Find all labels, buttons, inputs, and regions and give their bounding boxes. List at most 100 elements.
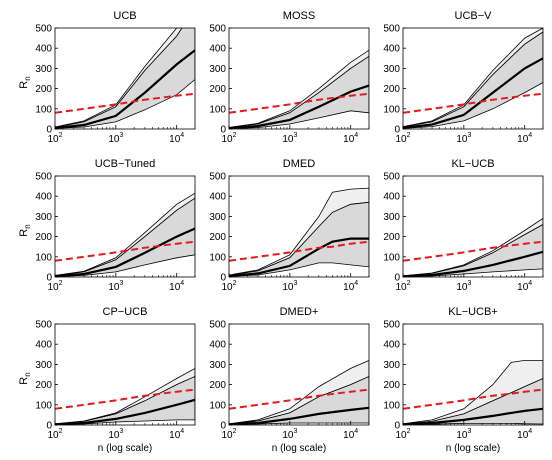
y-tick-label: 300 <box>383 212 400 223</box>
y-tick-label: 200 <box>35 84 52 95</box>
lower-bound-line <box>403 240 543 262</box>
y-tick-label: 200 <box>35 380 52 391</box>
y-tick-label: 100 <box>209 400 226 411</box>
lower-bound-line <box>55 388 195 410</box>
y-tick-label: 300 <box>35 212 52 223</box>
axes-frame <box>402 323 544 426</box>
y-tick-label: 400 <box>383 44 400 55</box>
y-tick-label: 100 <box>383 400 400 411</box>
lower-bound-line <box>229 388 369 410</box>
y-tick-label: 100 <box>35 252 52 263</box>
plot-area <box>229 49 369 129</box>
x-tick-label: 103 <box>108 132 123 145</box>
y-tick-label: 300 <box>209 360 226 371</box>
panel-title: CP−UCB <box>103 306 148 318</box>
y-tick-label: 200 <box>209 84 226 95</box>
plot-area <box>403 360 543 425</box>
y-tick-label: 100 <box>209 104 226 115</box>
x-tick-label: 104 <box>343 428 358 441</box>
axes-frame <box>54 323 196 426</box>
x-axis-label: n (log scale) <box>272 443 326 454</box>
lower-bound-line <box>403 92 543 114</box>
y-tick-label: 200 <box>383 232 400 243</box>
y-tick-label: 0 <box>46 421 52 432</box>
y-tick-label: 400 <box>35 44 52 55</box>
y-tick-label: 400 <box>35 192 52 203</box>
x-tick-label: 103 <box>456 428 471 441</box>
y-tick-label: 200 <box>209 232 226 243</box>
x-tick-label: 104 <box>169 280 184 293</box>
y-tick-label: 400 <box>209 44 226 55</box>
y-tick-label: 500 <box>35 172 52 183</box>
y-tick-label: 200 <box>383 380 400 391</box>
x-tick-label: 103 <box>456 280 471 293</box>
y-tick-label: 300 <box>209 64 226 75</box>
lower-bound-line <box>403 388 543 410</box>
y-tick-label: 500 <box>35 24 52 35</box>
x-tick-label: 103 <box>282 280 297 293</box>
quantile-band <box>229 201 369 277</box>
y-tick-label: 100 <box>209 252 226 263</box>
panel-title: KL−UCB+ <box>448 306 498 318</box>
y-tick-label: 500 <box>209 24 226 35</box>
y-axis-label: Rn <box>18 224 32 236</box>
y-tick-label: 0 <box>394 273 400 284</box>
y-tick-label: 500 <box>383 172 400 183</box>
y-tick-label: 300 <box>35 360 52 371</box>
axes-frame <box>54 175 196 278</box>
y-tick-label: 100 <box>35 104 52 115</box>
y-tick-label: 200 <box>209 380 226 391</box>
panel-0: UCB 0 100 200 300 400 500 102 103 104 Rn <box>18 10 196 145</box>
x-tick-label: 104 <box>517 280 532 293</box>
y-tick-label: 300 <box>383 360 400 371</box>
y-tick-label: 0 <box>220 273 226 284</box>
x-tick-label: 102 <box>395 132 410 145</box>
mean-regret-line <box>55 49 195 129</box>
x-tick-label: 102 <box>221 428 236 441</box>
y-tick-label: 500 <box>383 320 400 331</box>
x-tick-label: 102 <box>395 280 410 293</box>
y-tick-label: 200 <box>383 84 400 95</box>
x-tick-label: 102 <box>395 428 410 441</box>
x-tick-label: 102 <box>47 428 62 441</box>
y-tick-label: 100 <box>383 104 400 115</box>
y-tick-label: 400 <box>383 192 400 203</box>
plot-area <box>55 192 195 277</box>
y-tick-label: 500 <box>209 320 226 331</box>
y-tick-label: 0 <box>394 421 400 432</box>
x-tick-label: 103 <box>108 428 123 441</box>
panel-title: DMED+ <box>280 306 319 318</box>
axes-frame <box>402 27 544 130</box>
y-axis-label: Rn <box>18 372 32 384</box>
y-tick-label: 0 <box>46 125 52 136</box>
axes-frame <box>402 175 544 278</box>
y-tick-label: 400 <box>383 340 400 351</box>
mean-regret-line <box>403 250 543 277</box>
panel-title: UCB−V <box>455 10 493 22</box>
panel-title: MOSS <box>283 10 315 22</box>
y-tick-label: 0 <box>220 125 226 136</box>
plot-area <box>229 359 369 425</box>
y-tick-label: 200 <box>35 232 52 243</box>
x-tick-label: 104 <box>343 132 358 145</box>
plot-area <box>403 28 543 129</box>
x-axis-label: n (log scale) <box>98 443 152 454</box>
panel-title: UCB−Tuned <box>95 158 155 170</box>
x-tick-label: 103 <box>282 132 297 145</box>
plot-area <box>403 217 543 277</box>
mean-regret-line <box>403 57 543 129</box>
axes-frame <box>54 27 196 130</box>
y-tick-label: 400 <box>209 340 226 351</box>
panel-3: UCB−Tuned 0 100 200 300 400 500 102 103 104 Rn <box>18 158 196 293</box>
x-tick-label: 104 <box>169 132 184 145</box>
lower-bound-line <box>55 92 195 114</box>
y-tick-label: 500 <box>35 320 52 331</box>
panel-2: UCB−V 0 100 200 300 400 500 102 103 104 <box>383 10 544 145</box>
x-tick-label: 104 <box>517 428 532 441</box>
x-tick-label: 104 <box>517 132 532 145</box>
mean-regret-line <box>229 406 369 425</box>
panel-title: DMED <box>283 158 315 170</box>
y-tick-label: 400 <box>209 192 226 203</box>
axes-frame <box>228 323 370 426</box>
